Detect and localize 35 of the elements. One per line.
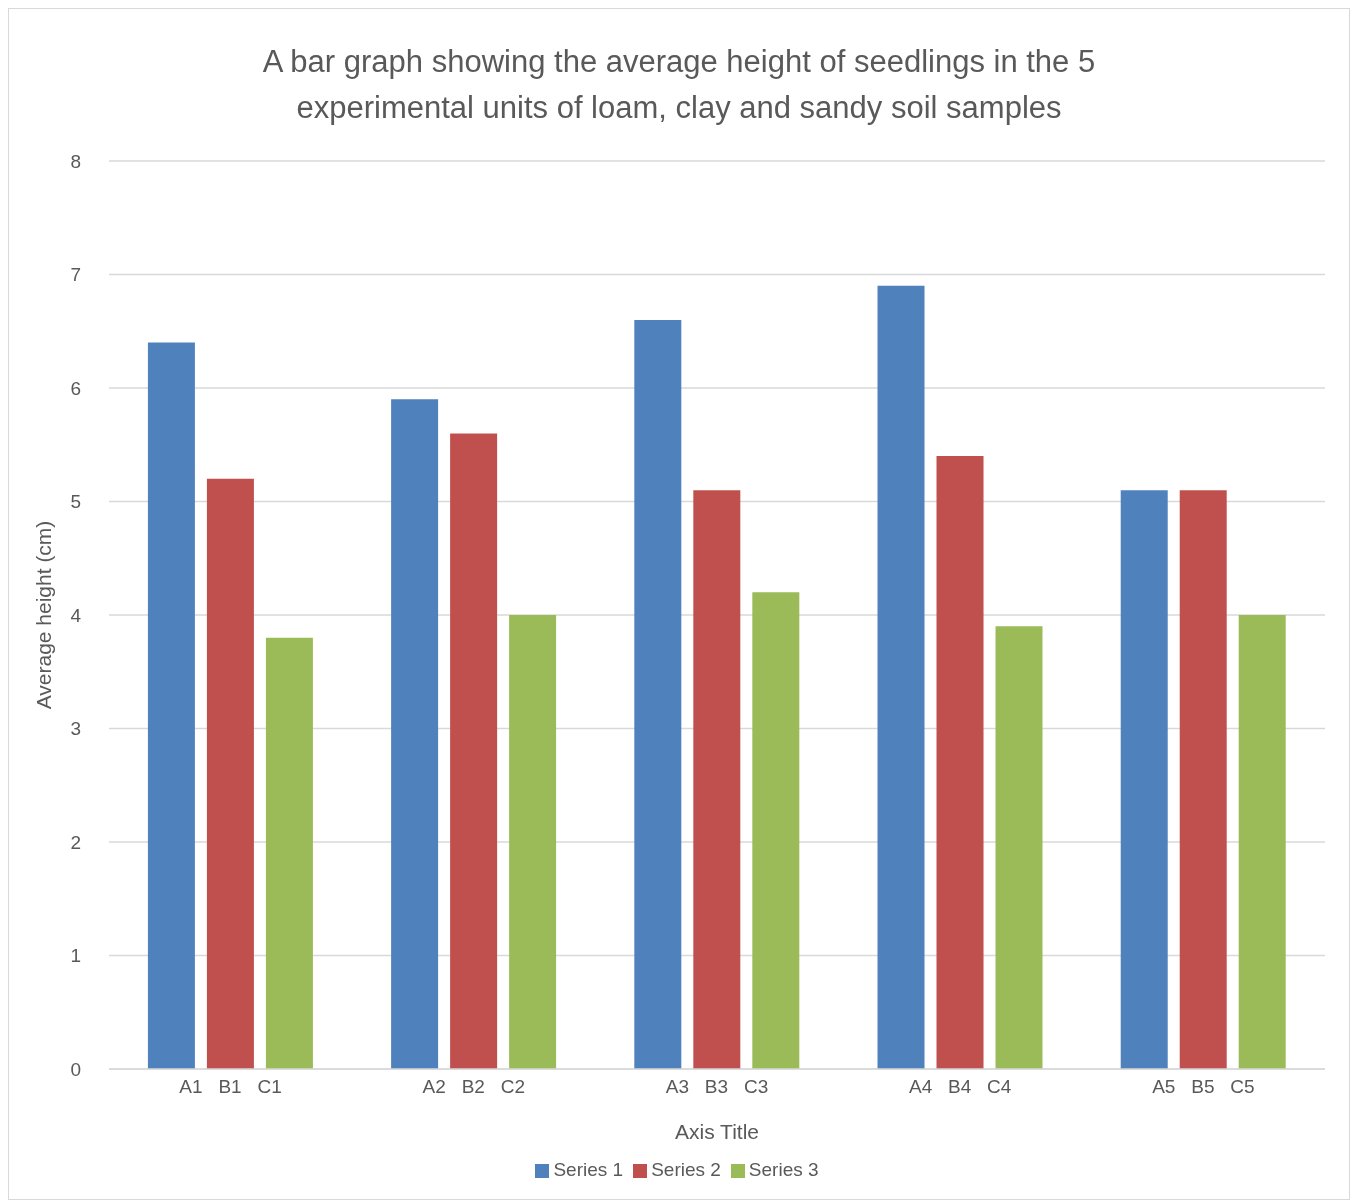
bar (995, 626, 1043, 1069)
bar (693, 490, 741, 1069)
x-axis-title: Axis Title (674, 1120, 760, 1143)
bar (265, 637, 313, 1069)
y-tick-label: 6 (70, 377, 81, 399)
bar (206, 478, 254, 1069)
y-tick-label: 4 (70, 604, 82, 626)
chart-title: A bar graph showing the average height of seedlings in the 5 experimental units of loam, clay and sandy soil samples (261, 43, 1097, 127)
legend-label: Series 2 (651, 1159, 721, 1180)
y-tick-label: 1 (70, 945, 81, 967)
bar (1179, 490, 1227, 1069)
bar (391, 399, 439, 1069)
x-tick-label: A5 B5 C5 (1152, 1076, 1255, 1097)
bar (752, 592, 800, 1069)
x-tick-label: A4 B4 C4 (908, 1076, 1012, 1097)
x-tick-label: A3 B3 C3 (665, 1076, 769, 1097)
y-tick-label: 7 (70, 264, 81, 286)
y-tick-label: 2 (70, 831, 81, 853)
bar (877, 285, 925, 1069)
bar (450, 433, 498, 1069)
y-tick-label: 5 (70, 491, 81, 513)
x-tick-label: A1 B1 C1 (179, 1076, 282, 1097)
bar (634, 319, 682, 1069)
y-tick-label: 3 (70, 718, 81, 740)
y-tick-label: 0 (70, 1058, 81, 1080)
bar (936, 456, 984, 1069)
legend-label: Series 3 (748, 1159, 819, 1180)
x-tick-label: A2 B2 C2 (422, 1076, 526, 1097)
bar (509, 615, 557, 1069)
bar (147, 342, 195, 1069)
y-axis-title: Average height (cm) (32, 520, 56, 710)
bar (1120, 490, 1168, 1069)
bar (1238, 615, 1286, 1069)
legend-label: Series 1 (553, 1159, 624, 1180)
y-tick-label: 8 (70, 150, 81, 172)
